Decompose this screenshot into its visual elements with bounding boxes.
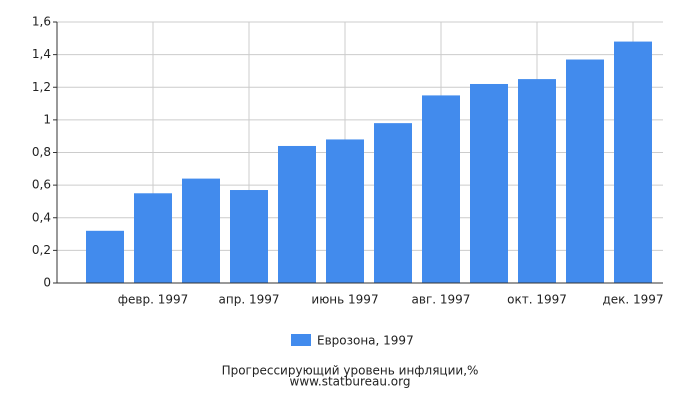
bar (86, 230, 124, 283)
x-tick-label: февр. 1997 (118, 293, 189, 307)
bar (134, 193, 172, 283)
bar (614, 41, 652, 284)
legend-swatch (291, 334, 311, 346)
y-tick-label: 1,4 (32, 47, 51, 61)
y-tick-label: 1,6 (32, 15, 51, 29)
y-tick-label: 0,6 (32, 178, 51, 192)
x-tick-label: июнь 1997 (311, 293, 378, 307)
y-tick-label: 0 (43, 276, 51, 290)
y-tick-label: 0,8 (32, 145, 51, 159)
x-tick-label: окт. 1997 (507, 293, 567, 307)
bar (518, 79, 556, 283)
bar (326, 139, 364, 283)
x-tick-label: апр. 1997 (219, 293, 280, 307)
x-tick-label: дек. 1997 (602, 293, 663, 307)
y-tick-label: 0,4 (32, 210, 51, 224)
bar (566, 59, 604, 283)
y-tick-label: 1 (43, 112, 51, 126)
bar (422, 95, 460, 283)
y-tick-label: 1,2 (32, 80, 51, 94)
bar (374, 123, 412, 283)
chart-title: Прогрессирующий уровень инфляции,% (222, 364, 479, 378)
x-tick-label: авг. 1997 (412, 293, 471, 307)
source: www.statbureau.org (290, 375, 411, 389)
legend-label: Еврозона, 1997 (317, 334, 414, 348)
bar (470, 83, 508, 283)
bar (230, 190, 268, 283)
y-tick-label: 0,2 (32, 243, 51, 257)
bar (278, 145, 316, 283)
bar (182, 178, 220, 283)
